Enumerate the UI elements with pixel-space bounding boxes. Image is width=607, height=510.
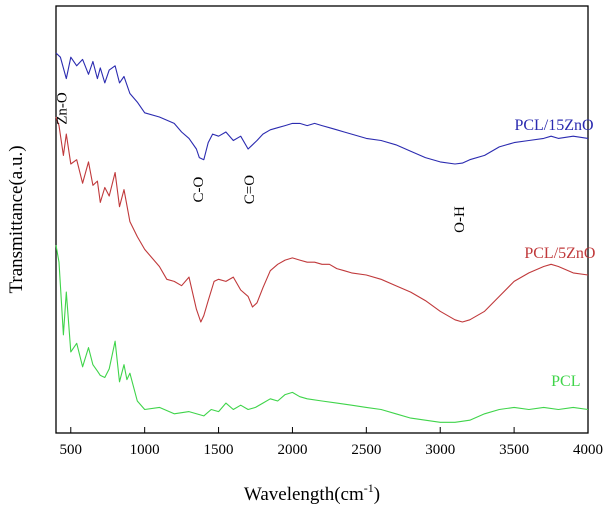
peak-annotation: C-O <box>191 177 207 203</box>
series-label: PCL <box>551 373 580 390</box>
series-label: PCL/15ZnO <box>514 117 593 134</box>
x-axis-title-superscript: -1 <box>364 481 374 495</box>
x-axis-title-close: ) <box>374 484 380 505</box>
series-layer: PCL/15ZnO PCL/5ZnO PCL <box>55 52 595 423</box>
x-tick-label: 2000 <box>277 442 307 458</box>
x-tick-label: 1000 <box>130 442 160 458</box>
plot-border <box>55 5 589 434</box>
x-tick-label: 1500 <box>204 442 234 458</box>
x-tick-label: 3500 <box>499 442 529 458</box>
x-tick-label: 3000 <box>425 442 455 458</box>
x-tick-label: 2500 <box>351 442 381 458</box>
x-tick-label: 4000 <box>573 442 603 458</box>
annotation-layer: Zn-O C-O C=O O-H <box>54 92 468 233</box>
x-tick-label: 500 <box>60 442 83 458</box>
x-axis: 500 1000 1500 2000 2500 3000 3500 4000 <box>60 427 603 458</box>
series-line-pcl-15zno <box>55 52 589 165</box>
peak-annotation: C=O <box>242 175 258 204</box>
peak-annotation: Zn-O <box>54 92 70 125</box>
plot-area <box>55 5 589 434</box>
x-axis-title: Wavelength(cm-1) <box>244 481 380 505</box>
x-axis-title-main: Wavelength(cm <box>244 484 364 505</box>
series-line-pcl <box>55 245 589 423</box>
peak-annotation: O-H <box>452 206 468 233</box>
y-axis-title: Transmittance(a.u.) <box>6 145 27 293</box>
series-label: PCL/5ZnO <box>524 245 595 262</box>
series-line-pcl-5zno <box>55 116 589 323</box>
